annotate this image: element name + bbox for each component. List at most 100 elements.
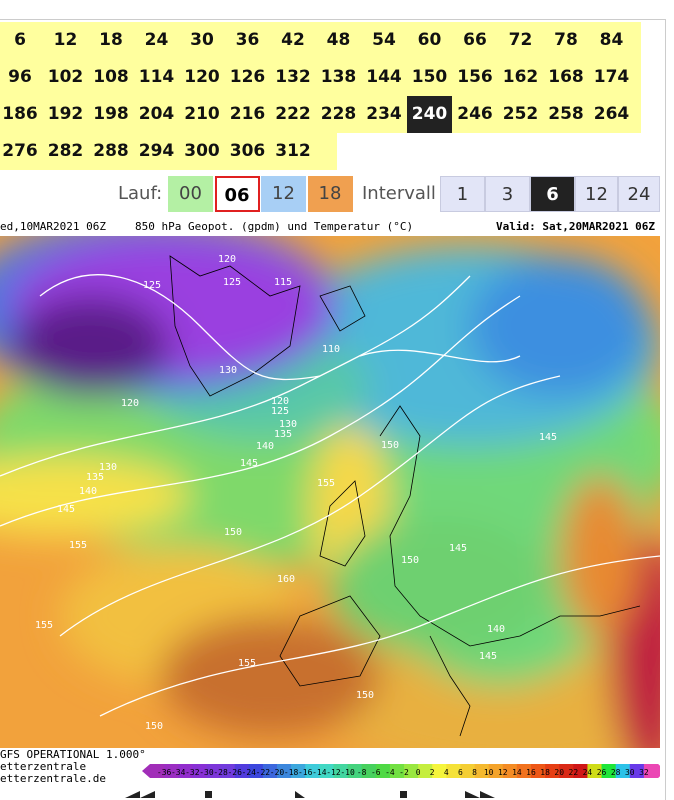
contour-label: 125: [271, 406, 289, 417]
hour-cell[interactable]: 36: [235, 30, 260, 50]
hour-cell[interactable]: 282: [47, 141, 84, 161]
hour-cell[interactable]: 48: [326, 30, 351, 50]
scale-label: -18: [284, 768, 299, 777]
hour-cell[interactable]: 138: [320, 67, 357, 87]
hour-cell[interactable]: 150: [411, 67, 448, 87]
hour-cell[interactable]: 72: [508, 30, 533, 50]
run-label: Lauf:: [118, 183, 163, 204]
contour-label: 155: [317, 478, 335, 489]
hour-cell[interactable]: 108: [93, 67, 129, 87]
hour-cell[interactable]: 54: [372, 30, 396, 50]
hour-cell[interactable]: 168: [548, 67, 584, 87]
hour-cell[interactable]: 312: [275, 141, 311, 161]
scale-swatch: [361, 764, 377, 778]
scale-label: -30: [199, 768, 214, 777]
scale-label: -6: [371, 768, 381, 777]
hour-cell[interactable]: 162: [502, 67, 539, 87]
scale-swatch: [291, 764, 306, 778]
scale-label: 26: [597, 768, 607, 777]
scale-swatch: [545, 764, 560, 778]
hour-cell[interactable]: 174: [593, 67, 630, 87]
hour-cell[interactable]: 156: [457, 67, 493, 87]
valid-time: Valid: Sat,20MAR2021 06Z: [496, 220, 655, 233]
contour-label: 150: [224, 527, 242, 538]
interval-button[interactable]: 12: [575, 176, 618, 212]
contour-label: 155: [69, 540, 87, 551]
hour-cell[interactable]: 198: [93, 104, 129, 124]
hour-cell[interactable]: 210: [184, 104, 220, 124]
contour-label: 135: [274, 429, 292, 440]
hour-cell[interactable]: 126: [229, 67, 266, 87]
hour-cell[interactable]: 204: [138, 104, 175, 124]
hour-cell[interactable]: 234: [366, 104, 402, 124]
scale-label: 28: [611, 768, 621, 777]
scale-swatch: [418, 764, 433, 778]
contour-label: 135: [86, 472, 104, 483]
run-button[interactable]: 18: [307, 176, 353, 212]
contour-label: 120: [271, 396, 289, 407]
hour-cell[interactable]: 228: [320, 104, 357, 124]
contour-label: 120: [218, 254, 236, 265]
interval-button[interactable]: 3: [485, 176, 530, 212]
hour-cell[interactable]: 144: [366, 67, 402, 87]
hour-cell[interactable]: 12: [53, 30, 78, 50]
scale-label: -12: [326, 768, 341, 777]
hour-cell[interactable]: 264: [593, 104, 630, 124]
contour-label: 160: [277, 574, 295, 585]
hour-cell[interactable]: 306: [229, 141, 266, 161]
scale-label: -22: [256, 768, 271, 777]
hour-cell[interactable]: 78: [554, 30, 578, 50]
run-button[interactable]: 12: [261, 176, 306, 212]
hour-cell[interactable]: 24: [144, 30, 169, 50]
hour-cell[interactable]: 276: [2, 141, 38, 161]
hour-cell[interactable]: 96: [8, 67, 32, 87]
hour-cell[interactable]: 288: [93, 141, 129, 161]
hour-cell[interactable]: 60: [417, 30, 442, 50]
scale-label: 8: [472, 768, 477, 777]
hour-cell[interactable]: 84: [599, 30, 624, 50]
contour-label: 140: [256, 441, 274, 452]
hour-cell[interactable]: 216: [229, 104, 266, 124]
hour-cell[interactable]: 66: [463, 30, 487, 50]
hour-cell[interactable]: 294: [138, 141, 175, 161]
scale-arrow-right: [658, 764, 660, 778]
hour-cell[interactable]: 30: [190, 30, 214, 50]
scale-label: -26: [227, 768, 242, 777]
hour-cell[interactable]: 192: [47, 104, 84, 124]
contour-label: 145: [539, 432, 557, 443]
hour-cell[interactable]: 300: [184, 141, 220, 161]
scale-swatch: [446, 764, 461, 778]
hour-cell[interactable]: 18: [99, 30, 123, 50]
nav-buttons[interactable]: [125, 791, 495, 798]
scale-label: -14: [312, 768, 327, 777]
interval-button[interactable]: 24: [618, 176, 660, 212]
hour-cell[interactable]: 120: [184, 67, 220, 87]
run-info: ed,10MAR2021 06Z: [0, 220, 106, 233]
contour-label: 140: [79, 486, 97, 497]
run-button[interactable]: 06: [214, 176, 260, 212]
hour-cell[interactable]: 114: [138, 67, 175, 87]
hour-cell[interactable]: 186: [2, 104, 38, 124]
hour-cell[interactable]: 246: [457, 104, 493, 124]
source-label: etterzentrale: [0, 760, 86, 773]
hour-cell[interactable]: 6: [14, 30, 26, 50]
interval-button[interactable]: 1: [440, 176, 485, 212]
hour-cell[interactable]: 252: [502, 104, 539, 124]
interval-button[interactable]: 6: [530, 176, 575, 212]
hour-cell[interactable]: 132: [275, 67, 311, 87]
scale-swatch: [262, 764, 278, 778]
run-button[interactable]: 00: [168, 176, 213, 212]
contour-label: 150: [145, 721, 163, 732]
scale-label: -4: [385, 768, 395, 777]
hour-cell[interactable]: 42: [281, 30, 305, 50]
hour-cell[interactable]: 240: [407, 96, 452, 133]
scale-label: -16: [298, 768, 313, 777]
hour-cell[interactable]: 258: [548, 104, 584, 124]
hour-cell[interactable]: 102: [47, 67, 84, 87]
interval-label: Intervall: [362, 183, 436, 204]
hour-row-bg: [0, 96, 641, 133]
hour-cell[interactable]: 222: [275, 104, 311, 124]
url-label: etterzentrale.de: [0, 772, 106, 785]
scale-swatch: [516, 764, 532, 778]
